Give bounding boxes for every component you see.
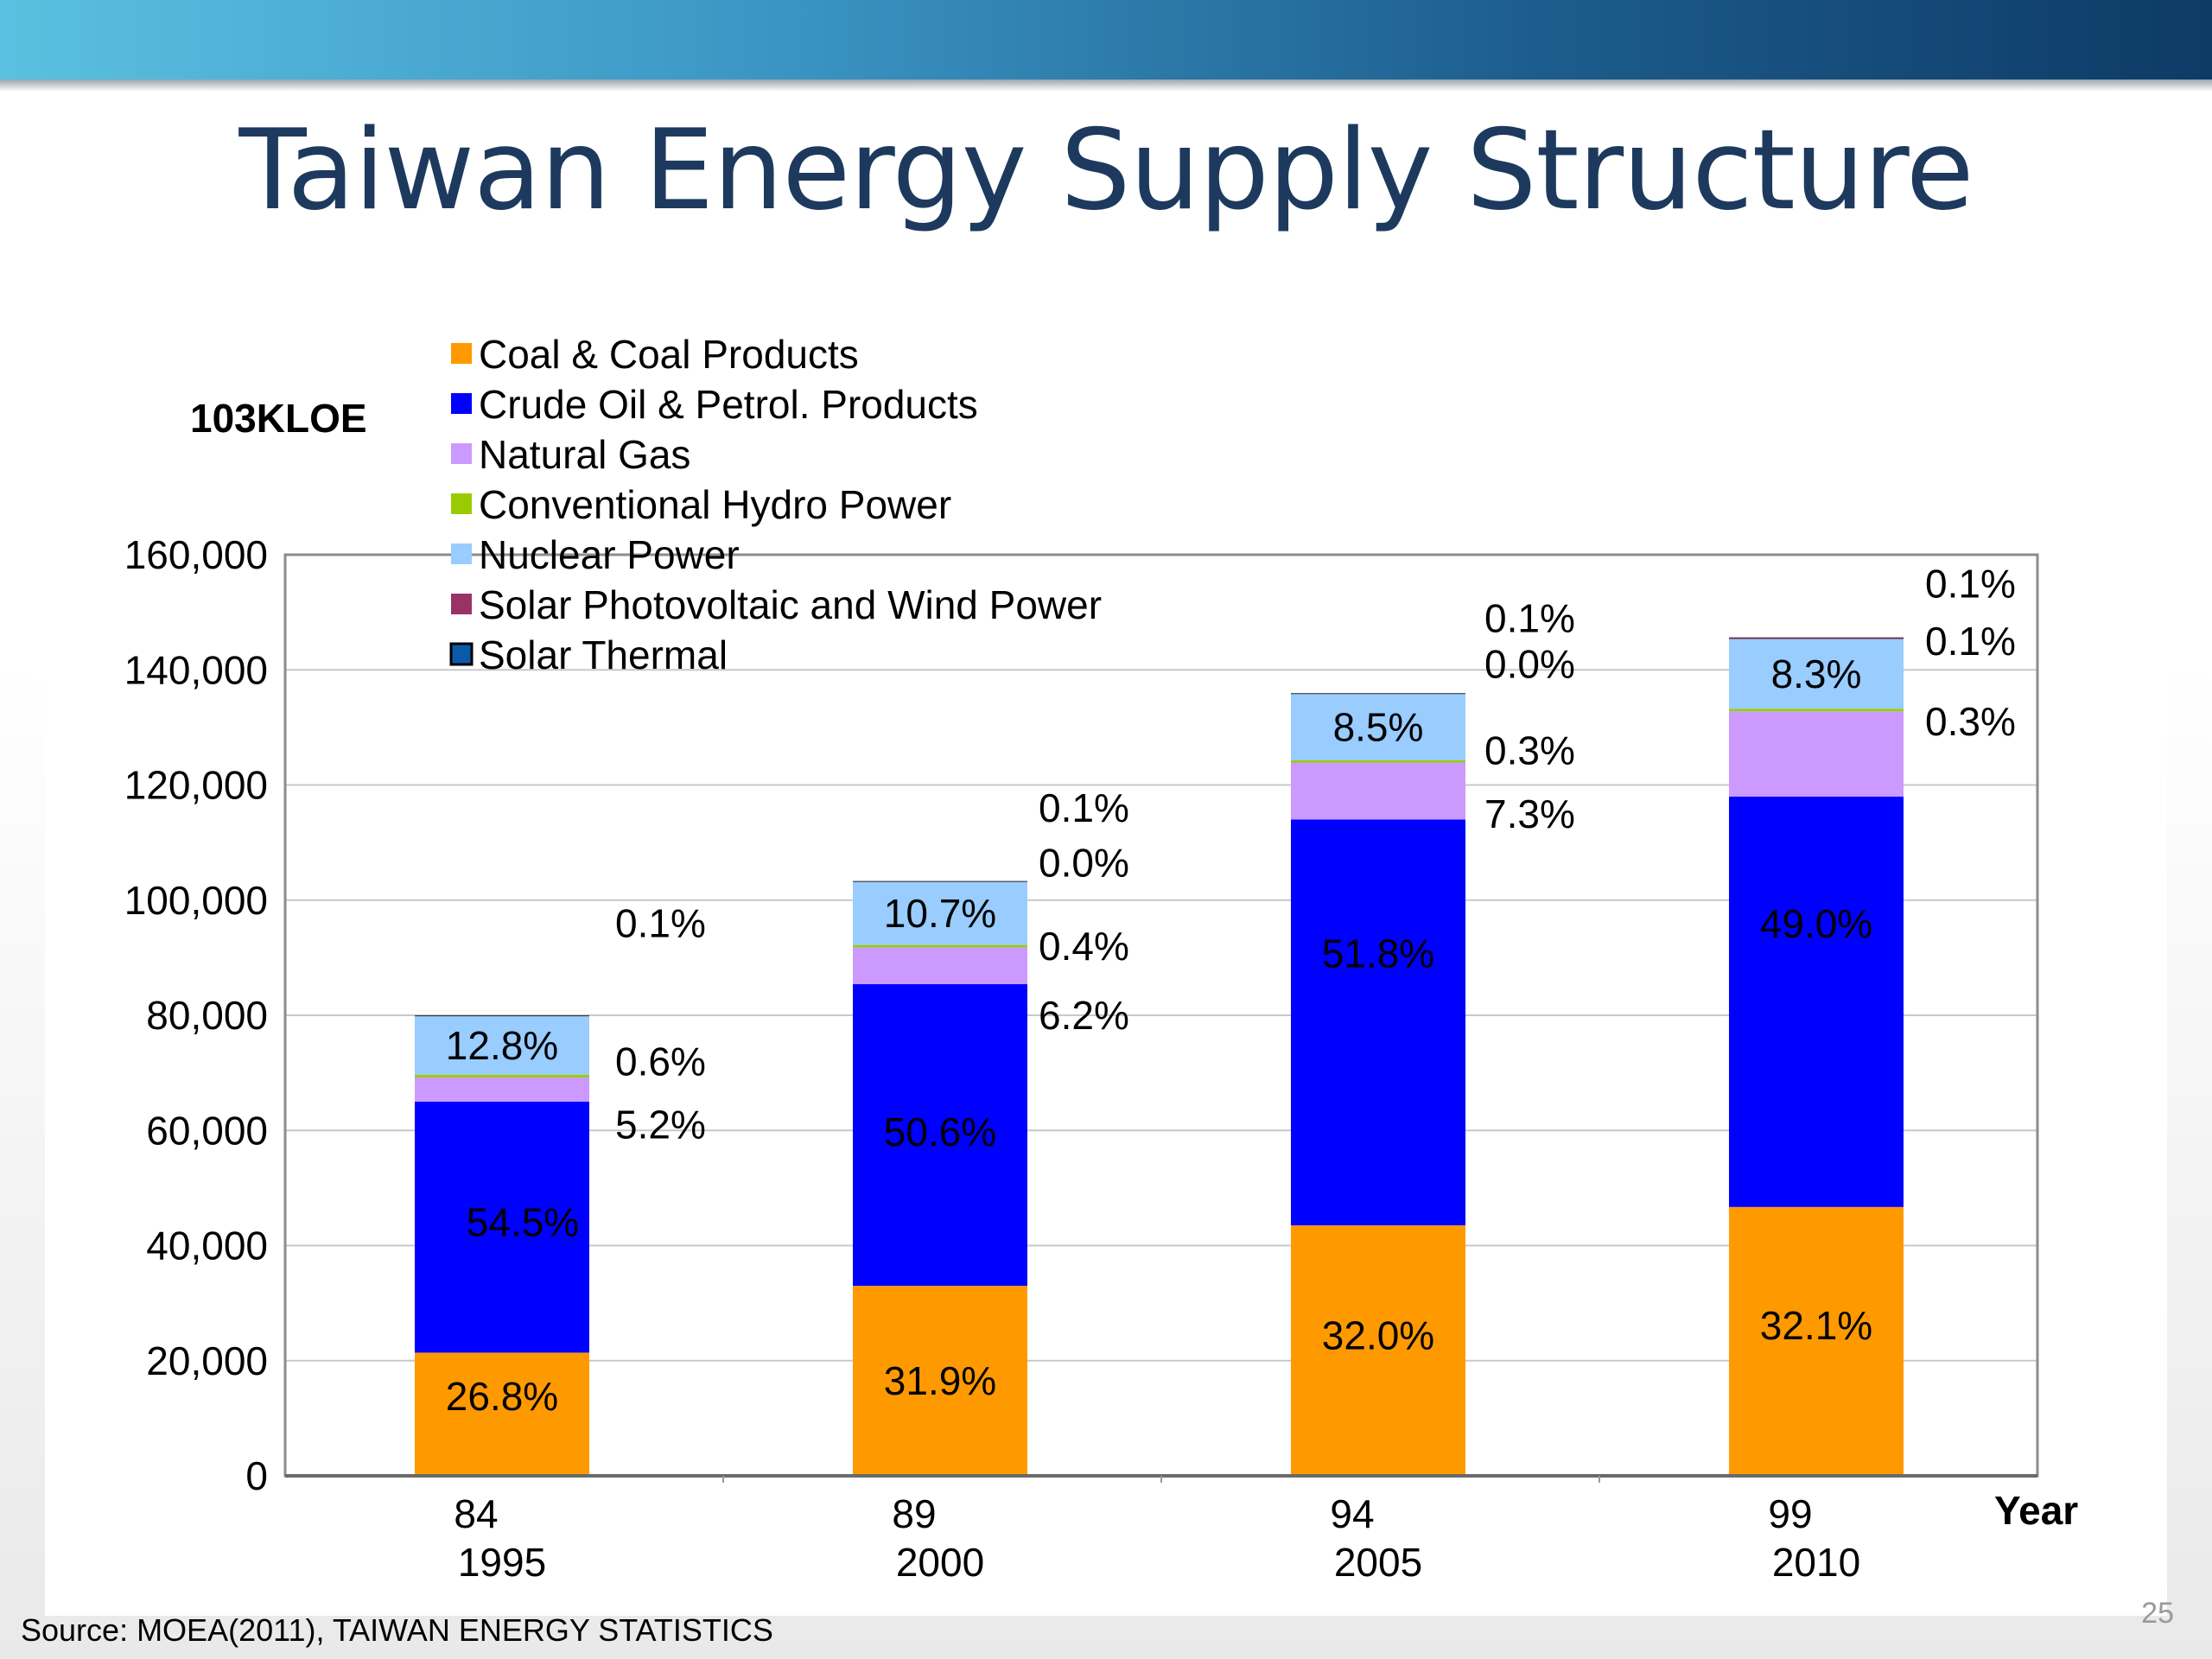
legend: Coal & Coal Products Crude Oil & Petrol. … (449, 332, 1102, 677)
side-label: 6.2% (1039, 993, 1129, 1038)
x-tick-label-roc: 89 (892, 1491, 936, 1536)
bar-oil-2010 (1729, 796, 1904, 1207)
bar-label-nuclear: 12.8% (446, 1023, 558, 1068)
bar-hydro-2010 (1729, 709, 1904, 712)
legend-entry-oil: Crude Oil & Petrol. Products (479, 382, 978, 427)
x-tick-label-year: 1995 (458, 1540, 546, 1585)
legend-entry-gas: Natural Gas (479, 432, 690, 477)
labels-layer: 26.8% 54.5% 12.8% 31.9% 50.6% 10.7% 32.0% 51.8%… (446, 561, 2016, 1419)
bar-gas-2005 (1291, 762, 1465, 820)
bar-label-coal: 32.0% (1322, 1313, 1434, 1358)
x-tick-label-year: 2010 (1772, 1540, 1860, 1585)
bar-gas-1995 (415, 1077, 589, 1102)
legend-swatch-nuclear (451, 543, 472, 564)
bar-label-oil: 51.8% (1322, 931, 1434, 976)
bar-oil-2000 (853, 984, 1027, 1287)
source-note: Source: MOEA(2011), TAIWAN ENERGY STATIS… (21, 1612, 773, 1648)
slide-number: 25 (2141, 1597, 2174, 1630)
y-tick-label: 0 (245, 1453, 268, 1498)
side-label: 0.1% (615, 900, 706, 945)
bars-layer (415, 637, 1904, 1476)
bar-coal-2000 (853, 1286, 1027, 1476)
legend-swatch-oil (451, 393, 472, 414)
bar-thermal-2005 (1291, 693, 1465, 695)
y-tick-label: 80,000 (146, 993, 268, 1038)
bar-thermal-2010 (1729, 637, 1904, 639)
page-title: Taiwan Energy Supply Structure (238, 106, 1974, 235)
bar-nuclear-2005 (1291, 694, 1465, 760)
legend-entry-coal: Coal & Coal Products (479, 332, 859, 377)
bar-label-oil: 50.6% (884, 1109, 996, 1154)
bar-nuclear-1995 (415, 1015, 589, 1075)
bar-thermal-1995 (415, 1015, 589, 1017)
legend-entry-nuclear: Nuclear Power (479, 532, 740, 577)
bar-coal-1995 (415, 1352, 589, 1476)
legend-entry-solar_wind: Solar Photovoltaic and Wind Power (479, 582, 1102, 627)
bar-oil-2005 (1291, 819, 1465, 1226)
bar-gas-2010 (1729, 711, 1904, 797)
top-band (0, 0, 2212, 79)
side-label: 0.1% (1484, 595, 1575, 640)
legend-swatch-coal (451, 343, 472, 364)
bar-hydro-2000 (853, 944, 1027, 948)
x-tick-label-year: 2005 (1334, 1540, 1422, 1585)
y-tick-label: 160,000 (124, 532, 268, 577)
bar-thermal-2000 (853, 880, 1027, 882)
legend-entry-thermal: Solar Thermal (479, 632, 728, 677)
side-label: 0.1% (1925, 619, 2016, 664)
y-tick-label: 40,000 (146, 1224, 268, 1268)
bar-hydro-1995 (415, 1074, 589, 1077)
y-tick-label: 100,000 (124, 878, 268, 923)
bar-label-oil: 49.0% (1760, 901, 1872, 946)
bar-label-nuclear: 8.3% (1771, 652, 1862, 696)
bar-hydro-2005 (1291, 760, 1465, 763)
axis-layer: 0 20,000 40,000 60,000 80,000 100,000 120,000 1… (124, 396, 2079, 1585)
side-label: 0.6% (615, 1039, 706, 1084)
side-label: 0.3% (1925, 699, 2016, 744)
chart-panel: 0 20,000 40,000 60,000 80,000 100,000 120,000 1… (45, 302, 2167, 1616)
x-tick-label-roc: 94 (1330, 1491, 1374, 1536)
y-unit-label: 103KLOE (190, 396, 367, 441)
side-label: 0.1% (1925, 561, 2016, 606)
bar-coal-2010 (1729, 1206, 1904, 1476)
legend-swatch-thermal (449, 642, 474, 666)
legend-entry-hydro: Conventional Hydro Power (479, 482, 951, 527)
bar-nuclear-2000 (853, 881, 1027, 945)
bar-oil-1995 (415, 1101, 589, 1353)
bar-coal-2005 (1291, 1225, 1465, 1476)
x-tick-label-roc: 84 (454, 1491, 498, 1536)
x-axis-title: Year (1994, 1488, 2078, 1533)
side-label: 0.4% (1039, 924, 1129, 969)
bar-label-coal: 31.9% (884, 1358, 996, 1403)
bar-label-nuclear: 10.7% (884, 891, 996, 936)
legend-swatch-hydro (451, 493, 472, 514)
bar-label-oil: 54.5% (467, 1199, 579, 1244)
legend-swatch-solar_wind (451, 594, 472, 614)
side-label: 0.1% (1039, 785, 1129, 830)
legend-swatch-gas (451, 443, 472, 464)
bar-label-nuclear: 8.5% (1333, 704, 1424, 749)
x-tick-label-roc: 99 (1768, 1491, 1812, 1536)
side-label: 0.0% (1484, 642, 1575, 687)
side-label: 7.3% (1484, 791, 1575, 836)
top-band-shadow (0, 79, 2212, 92)
x-tick-label-year: 2000 (896, 1540, 984, 1585)
y-tick-label: 120,000 (124, 763, 268, 808)
y-tick-label: 140,000 (124, 647, 268, 692)
bar-gas-2000 (853, 947, 1027, 985)
y-tick-label: 60,000 (146, 1108, 268, 1153)
bar-nuclear-2010 (1729, 639, 1904, 709)
side-label: 0.3% (1484, 728, 1575, 773)
side-label: 5.2% (615, 1103, 706, 1147)
bar-label-coal: 26.8% (446, 1374, 558, 1419)
bar-label-coal: 32.1% (1760, 1303, 1872, 1348)
stacked-bar-chart: 0 20,000 40,000 60,000 80,000 100,000 120,000 1… (124, 332, 2079, 1585)
y-tick-label: 20,000 (146, 1338, 268, 1383)
side-label: 0.0% (1039, 840, 1129, 885)
